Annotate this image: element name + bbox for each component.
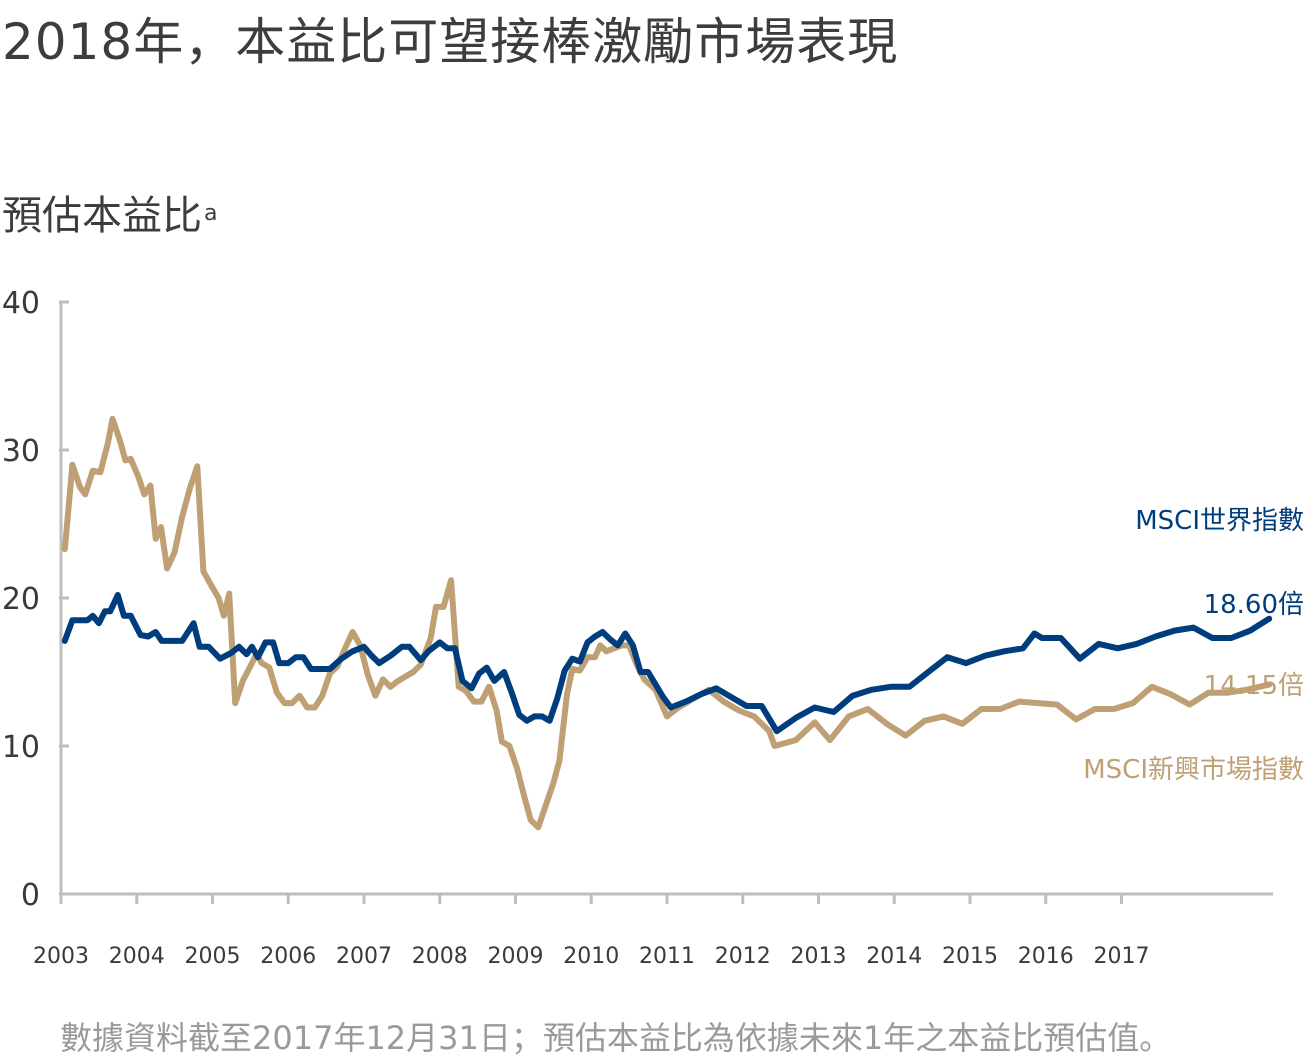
x-tick-label: 2013 [791, 944, 847, 969]
series-name-em: MSCI新興市場指數 [1083, 755, 1304, 785]
x-tick-label: 2003 [33, 944, 89, 969]
series-labels: MSCI世界指數 18.60倍 14.15倍 MSCI新興市場指數 [1083, 506, 1304, 785]
x-tick-label: 2007 [336, 944, 392, 969]
y-tick-label: 0 [21, 878, 40, 913]
series-end-value-em: 14.15倍 [1204, 671, 1304, 701]
series-line-world [61, 592, 1273, 735]
y-tick-label: 40 [2, 286, 40, 321]
x-axis: 2003 2004 2005 2006 2007 2008 2009 2010 2011 2012… [33, 892, 1273, 969]
y-tick-label: 30 [2, 434, 40, 469]
series-line-em [61, 415, 1273, 831]
x-tick-label: 2011 [639, 944, 695, 969]
y-axis-title-text: 預估本益比 [2, 193, 202, 239]
x-tick-label: 2009 [488, 944, 544, 969]
series-lines [61, 415, 1273, 831]
x-tick-label: 2008 [412, 944, 468, 969]
x-tick-label: 2017 [1094, 944, 1150, 969]
y-axis: 0 10 20 30 40 [2, 286, 69, 913]
chart-title: 2018年，本益比可望接棒激勵市場表現 [2, 13, 899, 71]
series-name-world: MSCI世界指數 [1135, 506, 1304, 536]
x-tick-label: 2014 [866, 944, 922, 969]
x-tick-label: 2004 [109, 944, 165, 969]
footnote: 數據資料截至2017年12月31日；預估本益比為依據未來1年之本益比預估值。 [60, 1019, 1172, 1057]
y-axis-title: 預估本益比a [2, 190, 217, 242]
series-end-value-world: 18.60倍 [1204, 590, 1304, 620]
y-tick-label: 20 [2, 582, 40, 617]
y-axis-footnote-marker: a [204, 201, 218, 226]
y-tick-label: 10 [2, 730, 40, 765]
x-tick-label: 2012 [715, 944, 771, 969]
x-tick-label: 2006 [260, 944, 316, 969]
x-tick-label: 2016 [1018, 944, 1074, 969]
x-tick-label: 2015 [942, 944, 998, 969]
x-tick-label: 2005 [185, 944, 241, 969]
x-tick-label: 2010 [563, 944, 619, 969]
